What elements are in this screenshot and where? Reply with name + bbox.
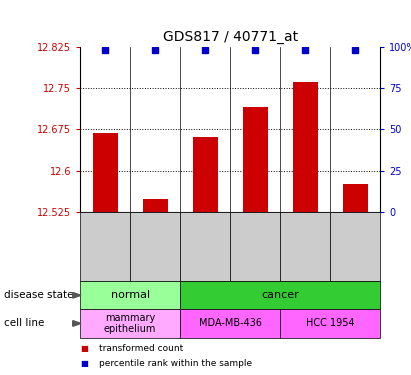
Text: cancer: cancer — [261, 290, 299, 300]
Bar — [92, 133, 118, 212]
Bar — [242, 107, 268, 212]
Text: normal: normal — [111, 290, 150, 300]
Text: mammary
epithelium: mammary epithelium — [104, 313, 156, 334]
Text: ■: ■ — [80, 344, 88, 353]
Text: cell line: cell line — [4, 318, 44, 328]
Text: MDA-MB-436: MDA-MB-436 — [199, 318, 262, 328]
Bar — [343, 184, 368, 212]
Text: transformed count: transformed count — [99, 344, 183, 353]
Text: disease state: disease state — [4, 290, 74, 300]
Text: percentile rank within the sample: percentile rank within the sample — [99, 359, 252, 368]
Title: GDS817 / 40771_at: GDS817 / 40771_at — [163, 30, 298, 45]
Bar — [143, 199, 168, 212]
Text: HCC 1954: HCC 1954 — [306, 318, 354, 328]
Bar — [293, 81, 318, 212]
Text: ■: ■ — [80, 359, 88, 368]
Bar — [193, 136, 218, 212]
